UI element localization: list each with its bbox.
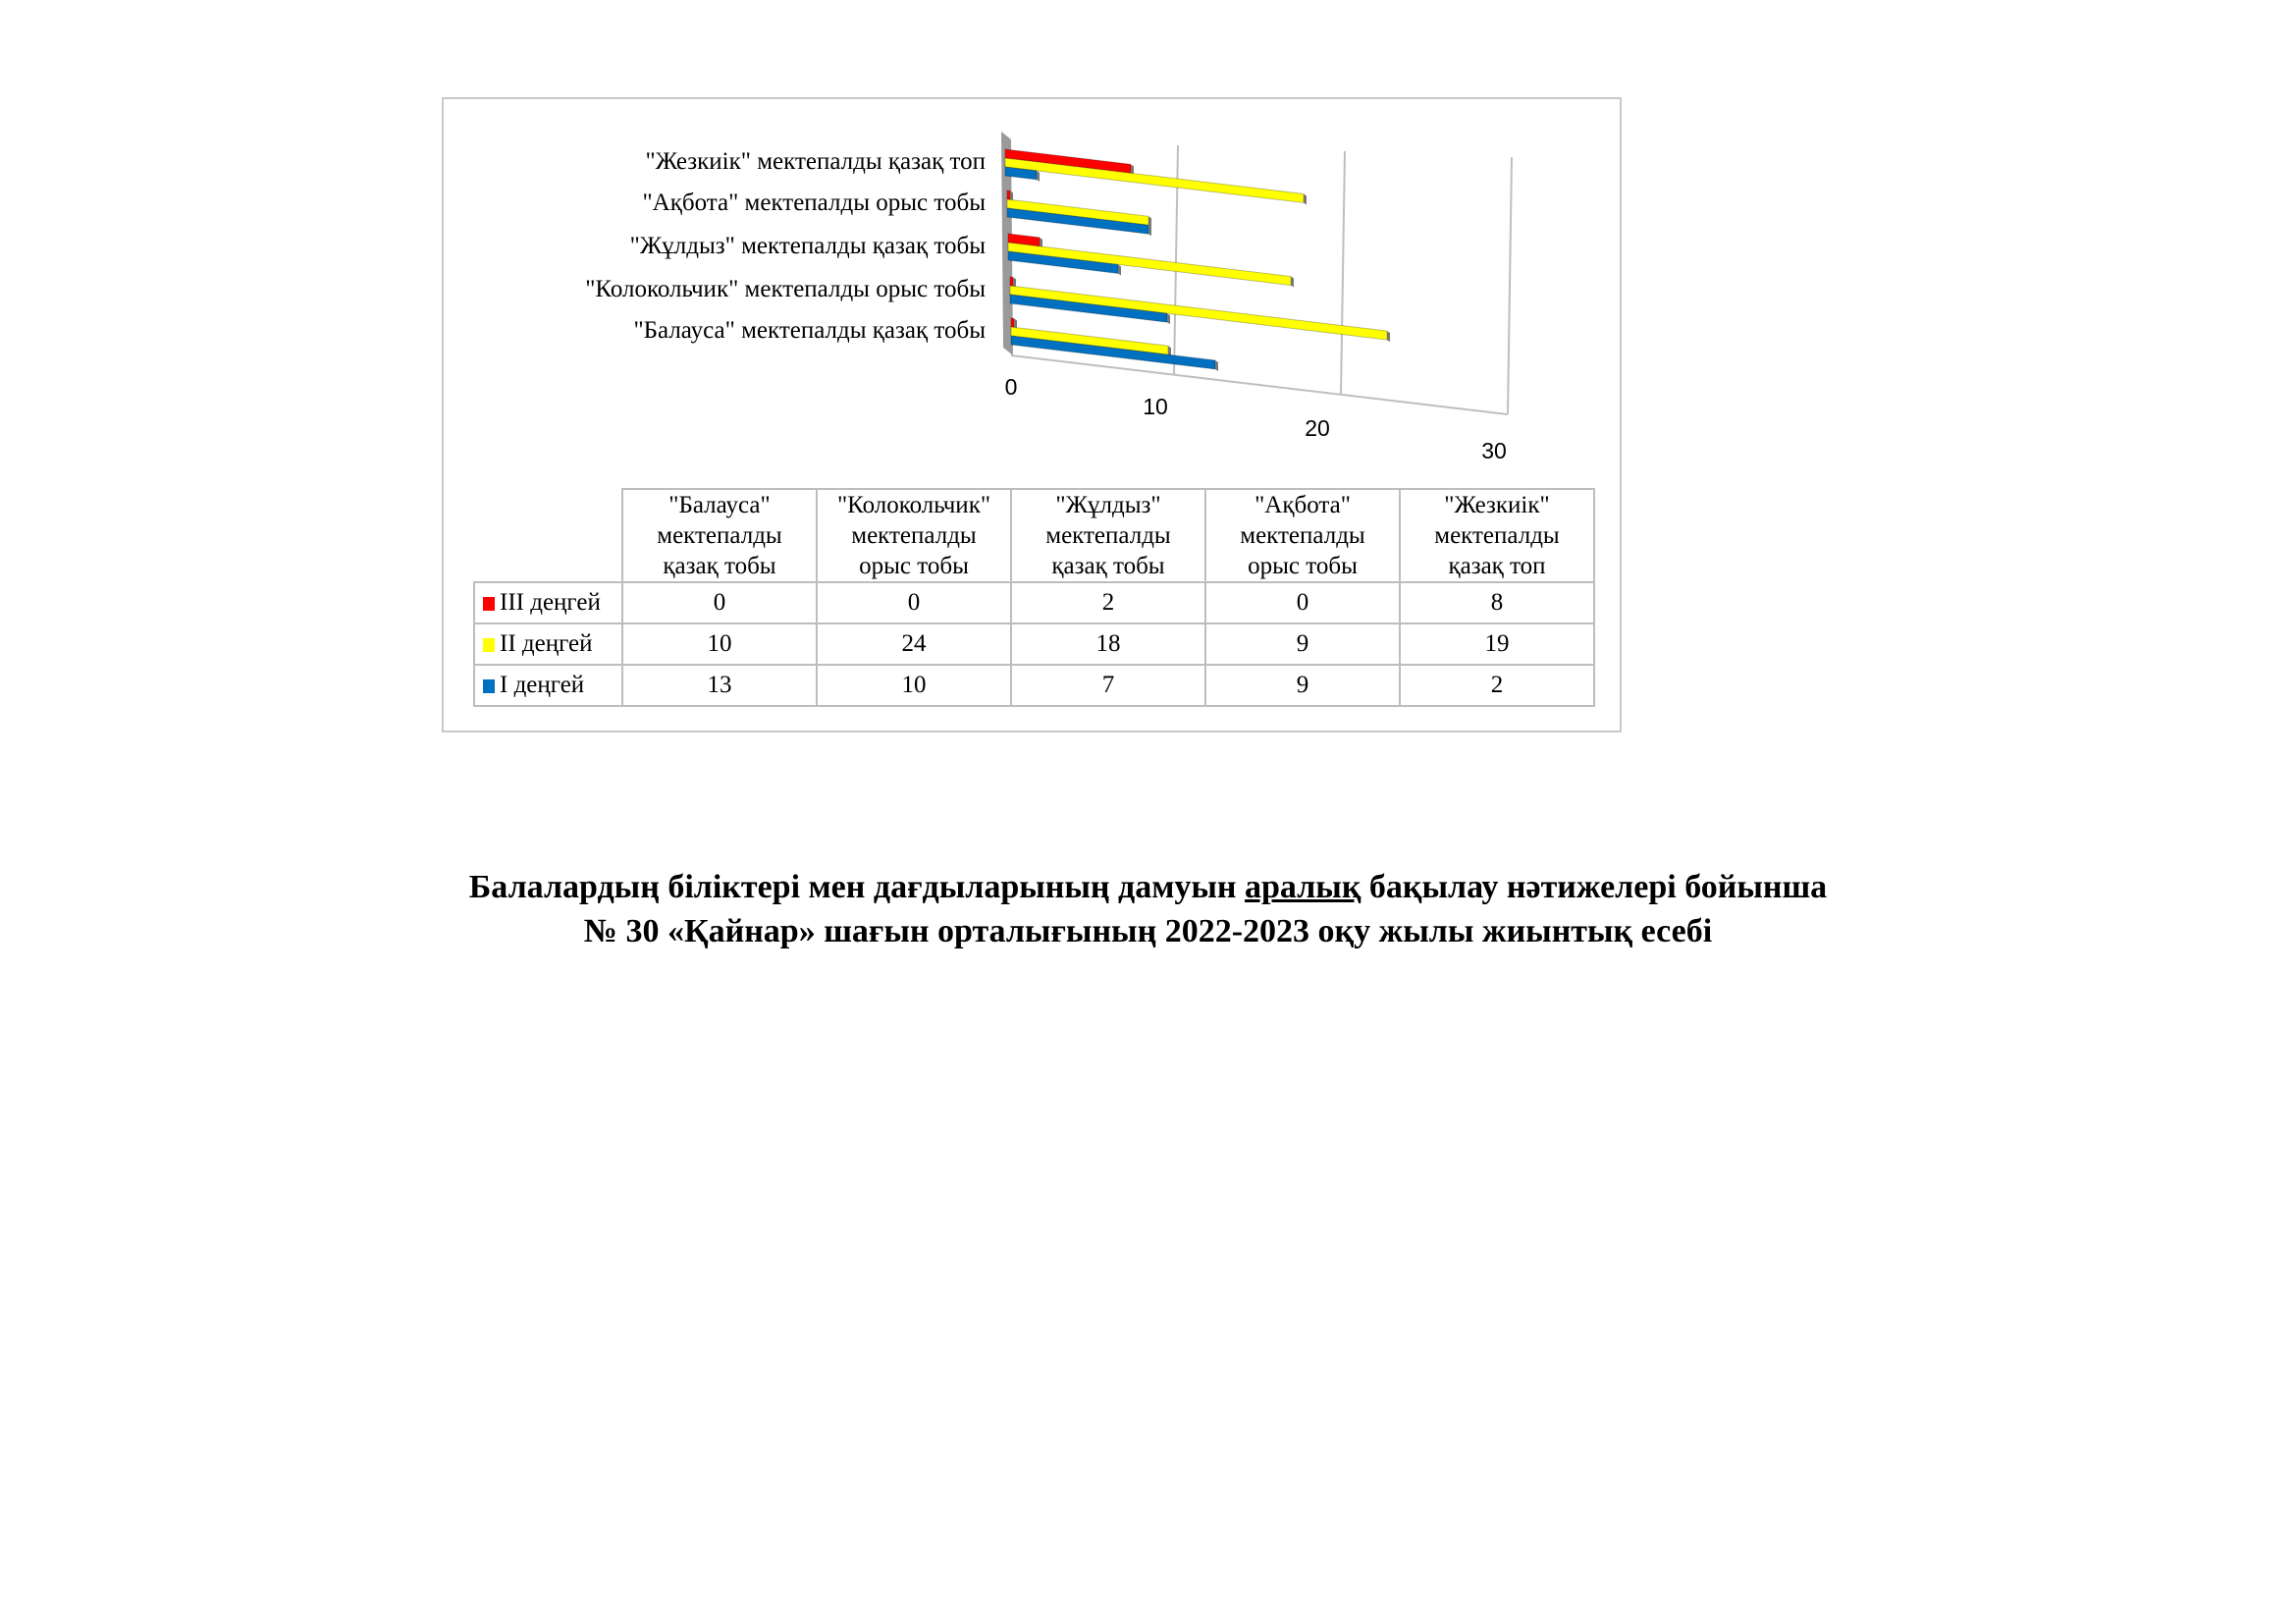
- caption-text: бақылау нәтижелері бойынша: [1361, 869, 1828, 905]
- column-header: "Колокольчик" мектепалды орыс тобы: [816, 488, 1012, 583]
- table-cell: 0: [1204, 581, 1401, 624]
- bar-chart-3d: 0 10 20 30 "Балауса" мектепалды қазақ тобы "К…: [585, 132, 1513, 463]
- bar-side: [1118, 264, 1121, 276]
- series-name: I деңгей: [500, 672, 585, 698]
- bar: [1009, 294, 1168, 323]
- series-name: III деңгей: [500, 589, 601, 616]
- category-label: "Колокольчик" мектепалды орыс тобы: [585, 276, 986, 302]
- x-tick-label: 30: [1481, 438, 1507, 463]
- column-header-line: орыс тобы: [1248, 553, 1358, 579]
- table-row: III деңгей 0 0 2 0 8: [473, 581, 1595, 624]
- column-header-line: "Жұлдыз": [1055, 492, 1161, 518]
- gridline: [1340, 150, 1346, 396]
- table-cell: 0: [816, 581, 1012, 624]
- table-cell: 9: [1204, 623, 1401, 666]
- table-cell: 7: [1010, 664, 1206, 707]
- column-header: "Ақбота" мектепалды орыс тобы: [1204, 488, 1401, 583]
- table-cell: 24: [816, 623, 1012, 666]
- legend-swatch: [483, 638, 495, 652]
- legend-swatch: [483, 679, 495, 693]
- table-cell: 2: [1010, 581, 1206, 624]
- column-header-line: мектепалды: [851, 522, 977, 549]
- caption-line-1: Балалардың біліктері мен дағдыларының да…: [0, 869, 2296, 906]
- table-cell: 9: [1204, 664, 1401, 707]
- column-header-line: "Ақбота": [1255, 492, 1351, 518]
- column-header-line: "Жезкиік": [1444, 492, 1550, 518]
- category-label: "Ақбота" мектепалды орыс тобы: [642, 189, 986, 216]
- x-tick-label: 20: [1305, 415, 1330, 441]
- bar: [1009, 285, 1388, 341]
- bar: [1004, 157, 1305, 204]
- table-cell: 18: [1010, 623, 1206, 666]
- bar-side: [1291, 276, 1294, 288]
- legend-entry: I деңгей: [473, 664, 623, 707]
- series-name: II деңгей: [500, 630, 593, 657]
- table-row: I деңгей 13 10 7 9 2: [473, 664, 1595, 707]
- x-tick-label: 0: [1005, 374, 1018, 400]
- chart-frame: 0 10 20 30 "Балауса" мектепалды қазақ тобы "К…: [442, 97, 1622, 732]
- bar-side: [1131, 164, 1134, 176]
- bar-side: [1148, 216, 1151, 228]
- bar: [1006, 189, 1011, 200]
- column-header-line: мектепалды: [1434, 522, 1560, 549]
- category-label: "Балауса" мектепалды қазақ тобы: [633, 317, 986, 344]
- column-header-line: қазақ тобы: [663, 553, 776, 579]
- bar-side: [1304, 193, 1307, 205]
- category-label: "Жезкиік" мектепалды қазақ топ: [646, 148, 986, 175]
- caption-text: Балалардың біліктері мен дағдыларының да…: [468, 869, 1245, 905]
- legend-entry: III деңгей: [473, 581, 623, 624]
- bar-side: [1387, 331, 1390, 343]
- category-label: "Жұлдыз" мектепалды қазақ тобы: [630, 233, 987, 259]
- column-header-line: қазақ топ: [1448, 553, 1546, 579]
- bar-side: [1040, 237, 1042, 248]
- column-header-line: мектепалды: [1240, 522, 1365, 549]
- data-table: "Балауса" мектепалды қазақ тобы "Колокольчи…: [473, 488, 1595, 707]
- bar-side: [1013, 277, 1016, 289]
- table-row: II деңгей 10 24 18 9 19: [473, 623, 1595, 666]
- bar-side: [1010, 190, 1013, 202]
- bar-side: [1168, 346, 1171, 357]
- table-cell: 8: [1399, 581, 1595, 624]
- column-header-line: "Колокольчик": [836, 492, 991, 518]
- floor-line: [1010, 354, 1509, 415]
- table-cell: 0: [621, 581, 818, 624]
- column-header: "Балауса" мектепалды қазақ тобы: [621, 488, 818, 583]
- column-header: "Жұлдыз" мектепалды қазақ тобы: [1010, 488, 1206, 583]
- caption-line-2: № 30 «Қайнар» шағын орталығының 2022-202…: [583, 913, 1713, 949]
- bar-side: [1215, 359, 1218, 371]
- bar: [1009, 276, 1014, 287]
- x-tick-label: 10: [1143, 394, 1168, 419]
- column-header-line: орыс тобы: [859, 553, 969, 579]
- table-cell: 2: [1399, 664, 1595, 707]
- table-cell: 13: [621, 664, 818, 707]
- column-header-line: "Балауса": [668, 492, 771, 518]
- bar: [1010, 317, 1015, 328]
- column-header-line: қазақ тобы: [1051, 553, 1165, 579]
- gridline: [1507, 156, 1513, 415]
- bar-side: [1037, 170, 1040, 182]
- table-header-row: "Балауса" мектепалды қазақ тобы "Колокольчи…: [474, 488, 1595, 583]
- bar-side: [1148, 225, 1151, 237]
- table-corner: [474, 489, 623, 583]
- table-cell: 10: [816, 664, 1012, 707]
- column-header-line: мектепалды: [657, 522, 782, 549]
- caption-underlined-word: аралық: [1245, 869, 1362, 905]
- legend-swatch: [483, 597, 495, 611]
- legend-entry: II деңгей: [473, 623, 623, 666]
- column-header: "Жезкиік" мектепалды қазақ топ: [1399, 488, 1595, 583]
- table-cell: 10: [621, 623, 818, 666]
- bar-side: [1167, 313, 1170, 325]
- table-cell: 19: [1399, 623, 1595, 666]
- bar-side: [1014, 318, 1017, 330]
- column-header-line: мектепалды: [1045, 522, 1171, 549]
